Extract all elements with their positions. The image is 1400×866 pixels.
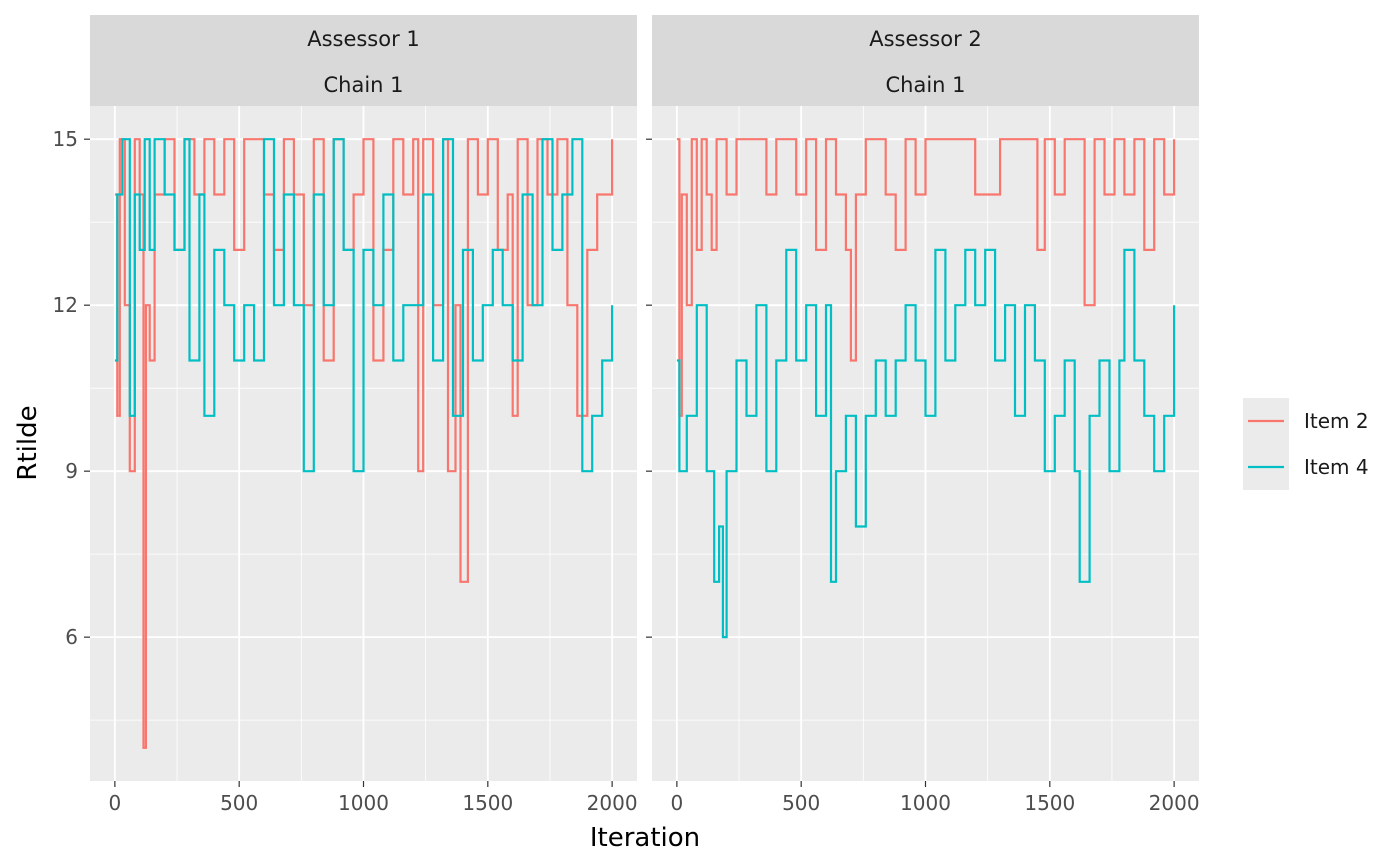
x-tick-label: 1000 (900, 791, 951, 815)
series-line-item-4 (114, 138, 614, 473)
legend: Item 2 Item 4 (1243, 398, 1369, 490)
x-tick-label: 1000 (338, 791, 389, 815)
legend-label: Item 2 (1304, 409, 1369, 433)
strip-background (652, 15, 1199, 106)
x-tick-label: 500 (782, 791, 820, 815)
x-tick-label: 0 (670, 791, 683, 815)
x-tick-label: 2000 (587, 791, 638, 815)
x-tick-label: 500 (220, 791, 258, 815)
panel-1: Assessor 1 Chain 1 0 500 1000 1500 2000 6 9 12 15 (53, 15, 638, 815)
strip-label: Assessor 1 (307, 27, 420, 51)
x-tick-label: 1500 (1024, 791, 1075, 815)
y-tick-label: 6 (65, 625, 78, 649)
y-tick-label: 12 (53, 293, 78, 317)
series-line-item-2 (676, 138, 1176, 417)
strip-label: Assessor 2 (869, 27, 982, 51)
x-tick-label: 1500 (462, 791, 513, 815)
strip-label: Chain 1 (885, 73, 965, 97)
x-tick-label: 0 (108, 791, 121, 815)
series-line-item-4 (676, 248, 1176, 639)
strip-label: Chain 1 (323, 73, 403, 97)
strip-background (90, 15, 637, 106)
legend-key-background (1243, 398, 1289, 490)
y-axis-title: Rtilde (13, 405, 43, 480)
y-tick-label: 15 (53, 127, 78, 151)
y-tick-label: 9 (65, 459, 78, 483)
x-tick-label: 2000 (1149, 791, 1200, 815)
x-axis-title: Iteration (590, 823, 700, 853)
legend-label: Item 4 (1304, 455, 1369, 479)
panel-2: Assessor 2 Chain 1 0 500 1000 1500 2000 (646, 15, 1200, 815)
